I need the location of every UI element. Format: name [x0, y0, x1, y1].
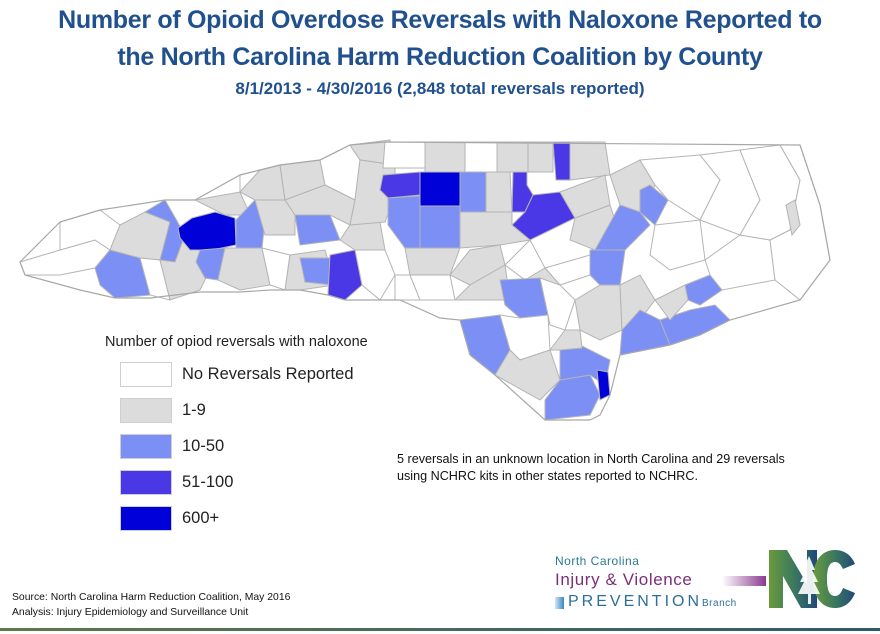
logo-line2: Injury & Violence	[555, 570, 693, 589]
legend-item-51-100: 51-100	[105, 464, 368, 500]
county-mid	[195, 247, 226, 281]
legend-swatch	[120, 361, 172, 387]
county-low	[485, 171, 513, 213]
county-high	[552, 141, 571, 181]
county-low	[339, 221, 386, 251]
unknown-location-note: 5 reversals in an unknown location in No…	[397, 451, 785, 485]
county-low	[574, 284, 623, 341]
county-low	[496, 141, 529, 173]
county-none	[382, 141, 426, 169]
legend-swatch	[120, 505, 172, 531]
county-mid	[387, 195, 421, 249]
county-low	[549, 329, 583, 351]
source-line: Source: North Carolina Harm Reduction Co…	[12, 592, 291, 603]
analysis-line: Analysis: Injury Epidemiology and Survei…	[12, 607, 249, 618]
map-title-line2: the North Carolina Harm Reduction Coalit…	[117, 43, 763, 71]
map-subtitle: 8/1/2013 - 4/30/2016 (2,848 total revers…	[235, 79, 645, 98]
nc-logo-mark-icon	[769, 550, 855, 608]
legend-label: 1-9	[182, 400, 206, 419]
county-low	[527, 141, 554, 173]
bottom-divider	[0, 628, 880, 631]
logo-line3: PREVENTIONBranch	[568, 593, 737, 611]
map-legend: Number of opiod reversals with naloxone …	[105, 334, 368, 536]
map-title-line1: Number of Opioid Overdose Reversals with…	[58, 6, 822, 34]
county-mid	[419, 205, 461, 249]
county-low	[424, 141, 466, 173]
county-low	[785, 199, 801, 237]
note-line1: 5 reversals in an unknown location in No…	[397, 452, 785, 466]
county-low	[449, 244, 506, 286]
legend-swatch	[120, 433, 172, 459]
nc-county-map	[19, 139, 831, 421]
county-mid	[294, 214, 341, 246]
legend-label: 600+	[182, 508, 220, 527]
county-none	[704, 234, 776, 291]
ivp-branch-logo: North Carolina Injury & Violence PREVENT…	[555, 548, 865, 618]
county-low	[109, 211, 171, 261]
county-low	[404, 247, 461, 276]
legend-item-1-9: 1-9	[105, 392, 368, 428]
county-low	[654, 284, 689, 321]
legend-label: No Reversals Reported	[182, 364, 354, 383]
county-low	[619, 274, 656, 331]
legend-label: 51-100	[182, 472, 234, 491]
logo-accent-square	[555, 597, 564, 609]
county-low	[254, 199, 296, 236]
county-low	[559, 174, 611, 219]
source-credits: Source: North Carolina Harm Reduction Co…	[12, 590, 290, 620]
legend-item-10-50: 10-50	[105, 428, 368, 464]
county-low	[569, 141, 611, 181]
note-line2: using NCHRC kits in other states reporte…	[397, 469, 698, 483]
county-mid	[639, 184, 669, 226]
county-top	[419, 171, 461, 207]
county-low	[217, 247, 271, 291]
legend-swatch	[120, 397, 172, 423]
county-top	[177, 211, 237, 251]
logo-accent-bar	[722, 576, 766, 586]
county-mid	[594, 204, 651, 251]
logo-prevention: PREVENTION	[568, 593, 703, 610]
legend-item-none: No Reversals Reported	[105, 356, 368, 392]
county-mid	[459, 171, 487, 213]
logo-line1: North Carolina	[555, 554, 640, 568]
county-mid	[589, 249, 626, 286]
legend-title: Number of opiod reversals with naloxone	[105, 334, 368, 350]
county-mid	[235, 199, 266, 249]
county-none	[354, 249, 396, 301]
county-high	[379, 171, 421, 199]
county-high	[327, 249, 363, 301]
state-outline	[19, 141, 831, 421]
county-none	[649, 219, 706, 271]
logo-branch: Branch	[702, 598, 737, 609]
legend-label: 10-50	[182, 436, 225, 455]
legend-item-600-plus: 600+	[105, 500, 368, 536]
legend-swatch	[120, 469, 172, 495]
county-none	[464, 141, 498, 173]
